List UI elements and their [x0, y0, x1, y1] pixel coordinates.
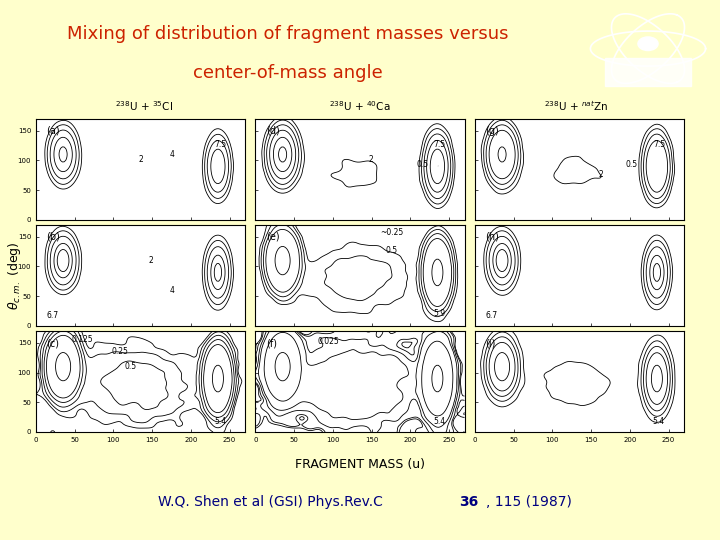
Text: (g): (g): [485, 126, 499, 136]
Text: 5.4: 5.4: [653, 417, 665, 427]
Text: 7.5: 7.5: [214, 139, 226, 148]
Text: 6.7: 6.7: [47, 312, 59, 320]
Text: (d): (d): [266, 126, 279, 136]
Text: $^{238}$U + $^{35}$Cl: $^{238}$U + $^{35}$Cl: [115, 99, 173, 113]
Text: (h): (h): [485, 232, 499, 242]
Text: (f): (f): [266, 338, 277, 348]
Text: 4: 4: [169, 286, 174, 295]
Text: 2: 2: [138, 155, 143, 164]
Text: (i): (i): [485, 338, 496, 348]
Text: 0.5: 0.5: [417, 160, 429, 169]
Text: 0.5: 0.5: [626, 160, 638, 169]
Text: 7.5: 7.5: [653, 139, 665, 148]
Text: 0.5: 0.5: [385, 246, 397, 255]
Text: FRAGMENT MASS (u): FRAGMENT MASS (u): [295, 458, 425, 471]
Text: ~0.25: ~0.25: [379, 228, 403, 238]
Text: 2: 2: [148, 256, 153, 265]
Text: $^{238}$U + $^{40}$Ca: $^{238}$U + $^{40}$Ca: [329, 99, 391, 113]
Text: 2: 2: [368, 155, 373, 164]
Text: 5.4: 5.4: [433, 417, 446, 427]
Text: center-of-mass angle: center-of-mass angle: [193, 64, 383, 82]
Text: (a): (a): [47, 126, 60, 136]
Text: 6.7: 6.7: [485, 312, 498, 320]
Text: 5.4: 5.4: [214, 417, 226, 427]
Text: 7.5: 7.5: [433, 139, 446, 148]
Text: $\theta_{c.m.}$ (deg): $\theta_{c.m.}$ (deg): [6, 241, 23, 309]
Text: 0.025: 0.025: [318, 336, 340, 346]
Text: 0.5: 0.5: [124, 362, 136, 371]
Text: W.Q. Shen et al (GSI) Phys.Rev.C: W.Q. Shen et al (GSI) Phys.Rev.C: [158, 495, 383, 509]
Text: , 115 (1987): , 115 (1987): [485, 495, 572, 509]
Text: (c): (c): [47, 338, 60, 348]
Circle shape: [638, 37, 658, 51]
Text: (b): (b): [47, 232, 60, 242]
Text: 5.9: 5.9: [433, 309, 446, 318]
Text: 4: 4: [169, 150, 174, 159]
Text: (e): (e): [266, 232, 279, 242]
Text: 0.25: 0.25: [111, 347, 128, 356]
Text: 2: 2: [598, 170, 603, 179]
Text: 0.125: 0.125: [71, 335, 93, 343]
Text: 36: 36: [459, 495, 478, 509]
Text: $^{238}$U + $^{nat}$Zn: $^{238}$U + $^{nat}$Zn: [544, 99, 608, 113]
Text: Mixing of distribution of fragment masses versus: Mixing of distribution of fragment masse…: [67, 25, 509, 43]
